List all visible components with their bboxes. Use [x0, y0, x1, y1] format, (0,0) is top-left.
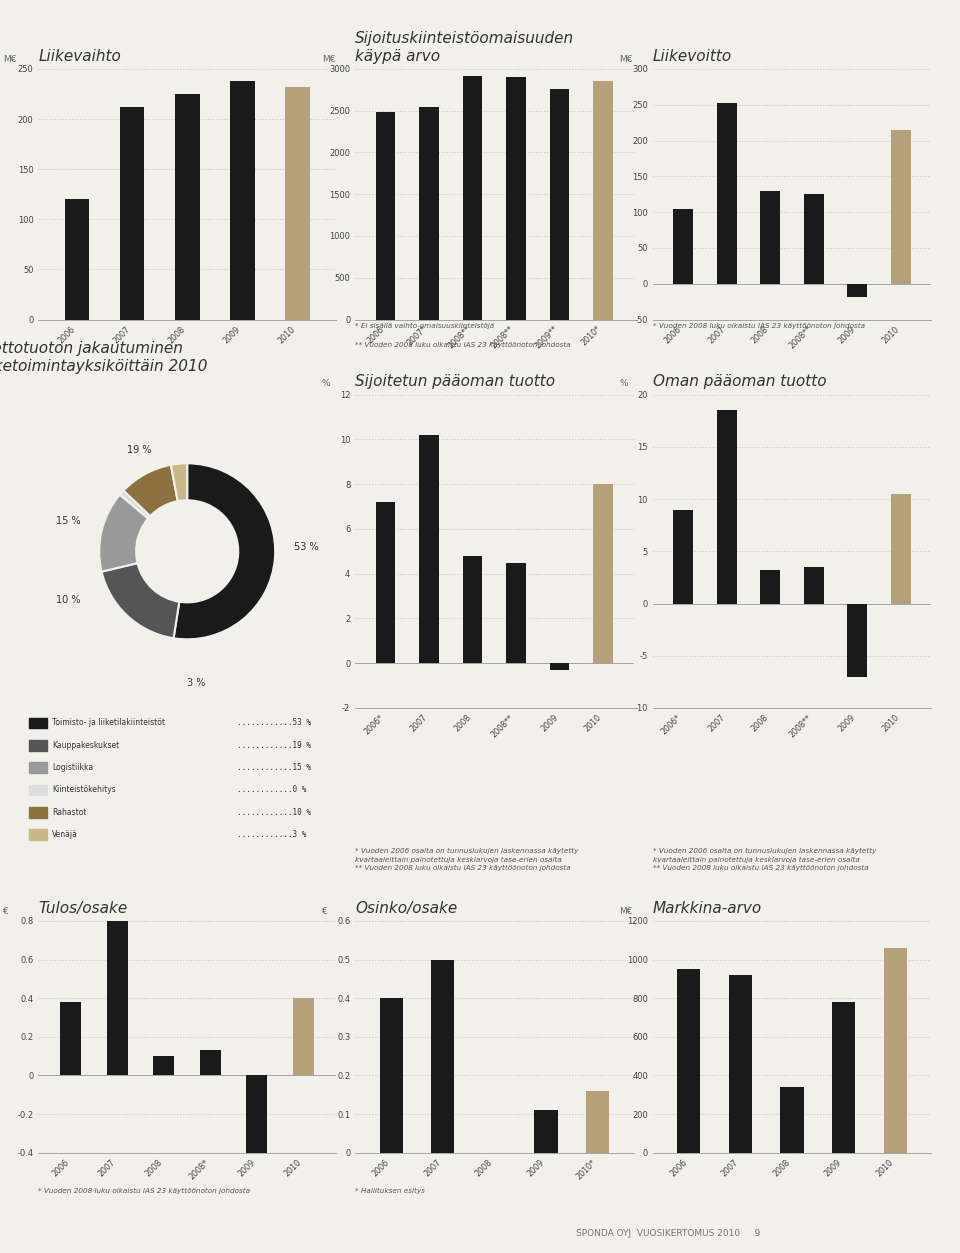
Text: * Hallituksen esitys: * Hallituksen esitys: [355, 1188, 425, 1194]
Bar: [420, 435, 439, 663]
Bar: [29, 829, 47, 840]
Bar: [760, 190, 780, 283]
Text: Kiinteistökehitys: Kiinteistökehitys: [52, 786, 116, 794]
Bar: [64, 199, 89, 320]
Text: ............53 %: ............53 %: [237, 718, 311, 728]
Bar: [804, 566, 824, 604]
Bar: [154, 1056, 175, 1075]
Bar: [431, 960, 454, 1153]
Text: Liikevoitto: Liikevoitto: [653, 49, 732, 64]
Wedge shape: [120, 491, 151, 519]
Bar: [674, 510, 693, 604]
Wedge shape: [99, 495, 148, 571]
Bar: [550, 663, 569, 670]
Text: Venäjä: Venäjä: [52, 829, 78, 840]
Text: €: €: [3, 907, 9, 916]
Text: Toimisto- ja liiketilakiinteistöt: Toimisto- ja liiketilakiinteistöt: [52, 718, 165, 728]
Bar: [107, 921, 128, 1075]
Bar: [376, 502, 396, 663]
Bar: [380, 999, 403, 1153]
Bar: [200, 1050, 221, 1075]
Text: Liikevaihto: Liikevaihto: [38, 49, 121, 64]
Bar: [550, 89, 569, 320]
Bar: [848, 604, 867, 677]
Wedge shape: [124, 465, 178, 516]
Text: €: €: [322, 907, 327, 916]
Bar: [760, 570, 780, 604]
Bar: [463, 556, 483, 663]
Text: ............19 %: ............19 %: [237, 741, 311, 749]
Text: Rahastot: Rahastot: [52, 808, 86, 817]
Bar: [285, 86, 310, 320]
Text: ............0 %: ............0 %: [237, 786, 306, 794]
Wedge shape: [171, 464, 187, 501]
Text: %: %: [322, 380, 330, 388]
Text: M€: M€: [619, 907, 633, 916]
Bar: [586, 1091, 609, 1153]
Text: ** Vuoden 2008 luku oikaistu IAS 23 käyttöönoton johdosta: ** Vuoden 2008 luku oikaistu IAS 23 käyt…: [355, 342, 571, 348]
Bar: [593, 484, 612, 663]
Text: Nettotuoton jakautuminen
liiketoimintayksiköittäin 2010: Nettotuoton jakautuminen liiketoimintayk…: [0, 341, 207, 373]
Bar: [247, 1075, 268, 1153]
Text: 15 %: 15 %: [56, 515, 81, 525]
Bar: [780, 1088, 804, 1153]
Bar: [804, 194, 824, 283]
Text: M€: M€: [322, 55, 335, 64]
Bar: [120, 107, 145, 320]
Bar: [535, 1110, 558, 1153]
Bar: [29, 784, 47, 796]
Text: 10 %: 10 %: [56, 595, 81, 605]
Bar: [420, 108, 439, 320]
Bar: [678, 970, 701, 1153]
Bar: [891, 130, 910, 283]
Text: ............15 %: ............15 %: [237, 763, 311, 772]
Bar: [593, 81, 612, 320]
Text: 3 %: 3 %: [187, 678, 205, 688]
Text: * Vuoden 2006 osalta on tunnuslukujen laskennassa käytetty
kvartaaleittain paino: * Vuoden 2006 osalta on tunnuslukujen la…: [355, 848, 579, 871]
Text: Markkina-arvo: Markkina-arvo: [653, 901, 762, 916]
Bar: [463, 75, 483, 320]
Bar: [60, 1002, 82, 1075]
Text: * Vuoden 2006 osalta on tunnuslukujen laskennassa käytetty
kvartaaleittain paino: * Vuoden 2006 osalta on tunnuslukujen la…: [653, 848, 876, 871]
Text: SPONDA OYJ  VUOSIKERTOMUS 2010     9: SPONDA OYJ VUOSIKERTOMUS 2010 9: [576, 1229, 760, 1238]
Wedge shape: [102, 563, 180, 638]
Text: M€: M€: [3, 55, 16, 64]
Text: * Vuoden 2008 luku oikaistu IAS 23 käyttöönoton johdosta: * Vuoden 2008 luku oikaistu IAS 23 käytt…: [653, 323, 865, 330]
Text: Sijoitetun pääoman tuotto: Sijoitetun pääoman tuotto: [355, 375, 555, 390]
Bar: [376, 113, 396, 320]
Wedge shape: [174, 464, 276, 639]
Bar: [832, 1002, 855, 1153]
Text: * Vuoden 2008 luku oikaistu IAS 23 käyttöönoton johdosta: * Vuoden 2008 luku oikaistu IAS 23 käytt…: [38, 1188, 251, 1194]
Bar: [29, 718, 47, 728]
Bar: [175, 94, 200, 320]
Text: ............10 %: ............10 %: [237, 808, 311, 817]
Bar: [29, 739, 47, 751]
Text: 53 %: 53 %: [294, 541, 319, 551]
Bar: [848, 283, 867, 297]
Bar: [29, 807, 47, 818]
Text: Tulos/osake: Tulos/osake: [38, 901, 128, 916]
Bar: [229, 81, 254, 320]
Bar: [883, 949, 906, 1153]
Bar: [674, 208, 693, 283]
Text: Kauppakeskukset: Kauppakeskukset: [52, 741, 120, 749]
Text: Oman pääoman tuotto: Oman pääoman tuotto: [653, 375, 827, 390]
Text: M€: M€: [619, 55, 633, 64]
Text: Sijoituskiinteistöomaisuuden
käypä arvo: Sijoituskiinteistöomaisuuden käypä arvo: [355, 31, 574, 64]
Text: Osinko/osake: Osinko/osake: [355, 901, 458, 916]
Text: ............3 %: ............3 %: [237, 829, 306, 840]
Text: Logistiikka: Logistiikka: [52, 763, 93, 772]
Bar: [891, 494, 910, 604]
Text: %: %: [619, 380, 628, 388]
Bar: [29, 762, 47, 773]
Bar: [506, 78, 526, 320]
Text: 19 %: 19 %: [127, 445, 151, 455]
Bar: [506, 563, 526, 663]
Text: * Ei sisällä vaihto-omaisuuskiinteistöjä: * Ei sisällä vaihto-omaisuuskiinteistöjä: [355, 323, 494, 330]
Bar: [293, 999, 314, 1075]
Bar: [717, 103, 736, 283]
Bar: [729, 975, 752, 1153]
Bar: [717, 410, 736, 604]
